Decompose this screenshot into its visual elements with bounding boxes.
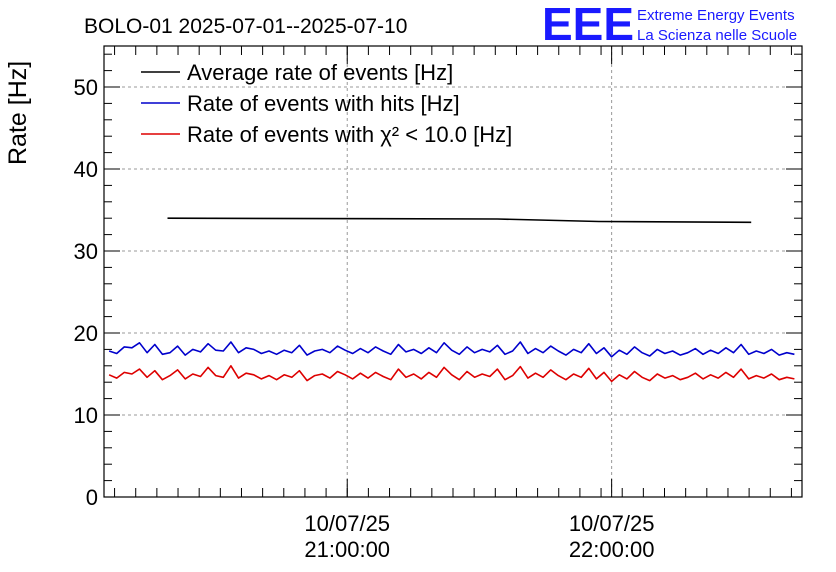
series-line-1 — [167, 217, 752, 224]
y-tick-label: 10 — [74, 403, 98, 428]
logo-mark: EEE — [542, 0, 634, 50]
legend-label-3: Rate of events with χ² < 10.0 [Hz] — [187, 122, 512, 147]
x-tick-label-date: 10/07/25 — [569, 511, 655, 536]
legend-label-2: Rate of events with hits [Hz] — [187, 91, 460, 116]
y-axis-label: Rate [Hz] — [4, 61, 32, 165]
grid — [104, 46, 802, 497]
x-tick-label-time: 22:00:00 — [569, 537, 655, 562]
chart-title: BOLO-01 2025-07-01--2025-07-10 — [84, 15, 407, 38]
y-tick-label: 0 — [86, 485, 98, 510]
y-tick-label: 20 — [74, 321, 98, 346]
y-tick-label: 50 — [74, 75, 98, 100]
x-tick-label-time: 21:00:00 — [304, 537, 390, 562]
legend: Average rate of events [Hz] Rate of event… — [141, 60, 512, 147]
logo-line-1: Extreme Energy Events — [637, 7, 795, 24]
series-line-3 — [108, 364, 795, 383]
x-tick-label-date: 10/07/25 — [304, 511, 390, 536]
eee-logo: EEE Extreme Energy Events La Scienza nel… — [542, 0, 797, 50]
series-line-2 — [108, 341, 795, 358]
legend-label-1: Average rate of events [Hz] — [187, 60, 453, 85]
logo-line-2: La Scienza nelle Scuole — [637, 27, 797, 44]
series-group — [108, 217, 795, 383]
y-axis: 0 10 20 30 40 50 — [74, 53, 802, 510]
y-tick-label: 30 — [74, 239, 98, 264]
y-tick-label: 40 — [74, 157, 98, 182]
